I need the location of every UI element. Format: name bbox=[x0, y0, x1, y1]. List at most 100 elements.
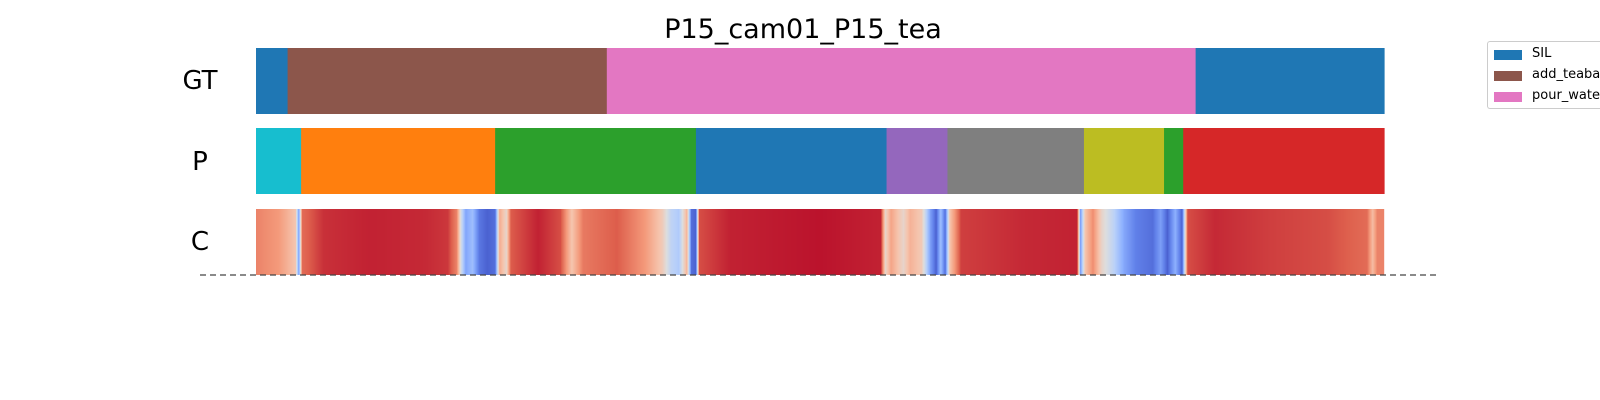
confidence-cell bbox=[1188, 209, 1190, 275]
confidence-cell bbox=[1338, 209, 1340, 275]
confidence-cell bbox=[675, 209, 677, 275]
confidence-cell bbox=[700, 209, 702, 275]
confidence-cell bbox=[821, 209, 823, 275]
confidence-cell bbox=[319, 209, 321, 275]
confidence-cell bbox=[1184, 209, 1186, 275]
confidence-cell bbox=[804, 209, 806, 275]
confidence-cell bbox=[858, 209, 860, 275]
confidence-cell bbox=[262, 209, 264, 275]
confidence-cell bbox=[725, 209, 727, 275]
confidence-cell bbox=[1120, 209, 1122, 275]
confidence-cell bbox=[1312, 209, 1314, 275]
confidence-cell bbox=[938, 209, 940, 275]
confidence-cell bbox=[1314, 209, 1316, 275]
confidence-cell bbox=[1022, 209, 1024, 275]
confidence-cell bbox=[1134, 209, 1136, 275]
confidence-cell bbox=[448, 209, 450, 275]
confidence-cell bbox=[819, 209, 821, 275]
confidence-cell bbox=[291, 209, 293, 275]
confidence-cell bbox=[509, 209, 511, 275]
confidence-cell bbox=[1361, 209, 1363, 275]
confidence-cell bbox=[404, 209, 406, 275]
confidence-cell bbox=[918, 209, 920, 275]
gt-segment-1 bbox=[287, 48, 608, 114]
confidence-cell bbox=[1373, 209, 1375, 275]
confidence-cell bbox=[937, 209, 939, 275]
confidence-cell bbox=[814, 209, 816, 275]
confidence-cell bbox=[690, 209, 692, 275]
confidence-cell bbox=[981, 209, 983, 275]
confidence-cell bbox=[593, 209, 595, 275]
confidence-cell bbox=[1305, 209, 1307, 275]
confidence-cell bbox=[667, 209, 669, 275]
confidence-cell bbox=[388, 209, 390, 275]
confidence-cell bbox=[870, 209, 872, 275]
confidence-cell bbox=[740, 209, 742, 275]
confidence-cell bbox=[386, 209, 388, 275]
confidence-cell bbox=[999, 209, 1001, 275]
confidence-cell bbox=[833, 209, 835, 275]
confidence-cell bbox=[691, 209, 693, 275]
confidence-cell bbox=[362, 209, 364, 275]
confidence-cell bbox=[432, 209, 434, 275]
confidence-cell bbox=[382, 209, 384, 275]
confidence-cell bbox=[651, 209, 653, 275]
confidence-cell bbox=[958, 209, 960, 275]
confidence-cell bbox=[284, 209, 286, 275]
confidence-cell bbox=[398, 209, 400, 275]
confidence-cell bbox=[894, 209, 896, 275]
confidence-cell bbox=[525, 209, 527, 275]
confidence-cell bbox=[1068, 209, 1070, 275]
confidence-cell bbox=[1082, 209, 1084, 275]
confidence-cell bbox=[868, 209, 870, 275]
confidence-cell bbox=[1229, 209, 1231, 275]
confidence-cell bbox=[822, 209, 824, 275]
confidence-cell bbox=[919, 209, 921, 275]
confidence-cell bbox=[256, 209, 258, 275]
confidence-cell bbox=[257, 209, 259, 275]
confidence-cell bbox=[1129, 209, 1131, 275]
confidence-cell bbox=[1067, 209, 1069, 275]
confidence-cell bbox=[1193, 209, 1195, 275]
confidence-cell bbox=[393, 209, 395, 275]
confidence-cell bbox=[1380, 209, 1382, 275]
confidence-cell bbox=[636, 209, 638, 275]
confidence-cell bbox=[1359, 209, 1361, 275]
confidence-cell bbox=[1185, 209, 1187, 275]
confidence-cell bbox=[623, 209, 625, 275]
confidence-cell bbox=[596, 209, 598, 275]
confidence-cell bbox=[1146, 209, 1148, 275]
confidence-cell bbox=[1360, 209, 1362, 275]
confidence-cell bbox=[553, 209, 555, 275]
confidence-cell bbox=[464, 209, 466, 275]
confidence-cell bbox=[529, 209, 531, 275]
confidence-cell bbox=[1099, 209, 1101, 275]
confidence-cell bbox=[1167, 209, 1169, 275]
confidence-cell bbox=[471, 209, 473, 275]
confidence-cell bbox=[579, 209, 581, 275]
confidence-cell bbox=[325, 209, 327, 275]
confidence-cell bbox=[406, 209, 408, 275]
confidence-cell bbox=[849, 209, 851, 275]
confidence-cell bbox=[600, 209, 602, 275]
confidence-cell bbox=[436, 209, 438, 275]
confidence-cell bbox=[1013, 209, 1015, 275]
confidence-cell bbox=[896, 209, 898, 275]
confidence-cell bbox=[797, 209, 799, 275]
confidence-cell bbox=[1055, 209, 1057, 275]
confidence-cell bbox=[1240, 209, 1242, 275]
confidence-cell bbox=[1202, 209, 1204, 275]
confidence-cell bbox=[643, 209, 645, 275]
confidence-cell bbox=[1165, 209, 1167, 275]
confidence-cell bbox=[1199, 209, 1201, 275]
confidence-cell bbox=[1163, 209, 1165, 275]
confidence-cell bbox=[684, 209, 686, 275]
confidence-cell bbox=[1074, 209, 1076, 275]
confidence-cell bbox=[649, 209, 651, 275]
confidence-cell bbox=[335, 209, 337, 275]
confidence-cell bbox=[1050, 209, 1052, 275]
confidence-cell bbox=[1195, 209, 1197, 275]
confidence-cell bbox=[503, 209, 505, 275]
confidence-cell bbox=[1242, 209, 1244, 275]
confidence-cell bbox=[878, 209, 880, 275]
